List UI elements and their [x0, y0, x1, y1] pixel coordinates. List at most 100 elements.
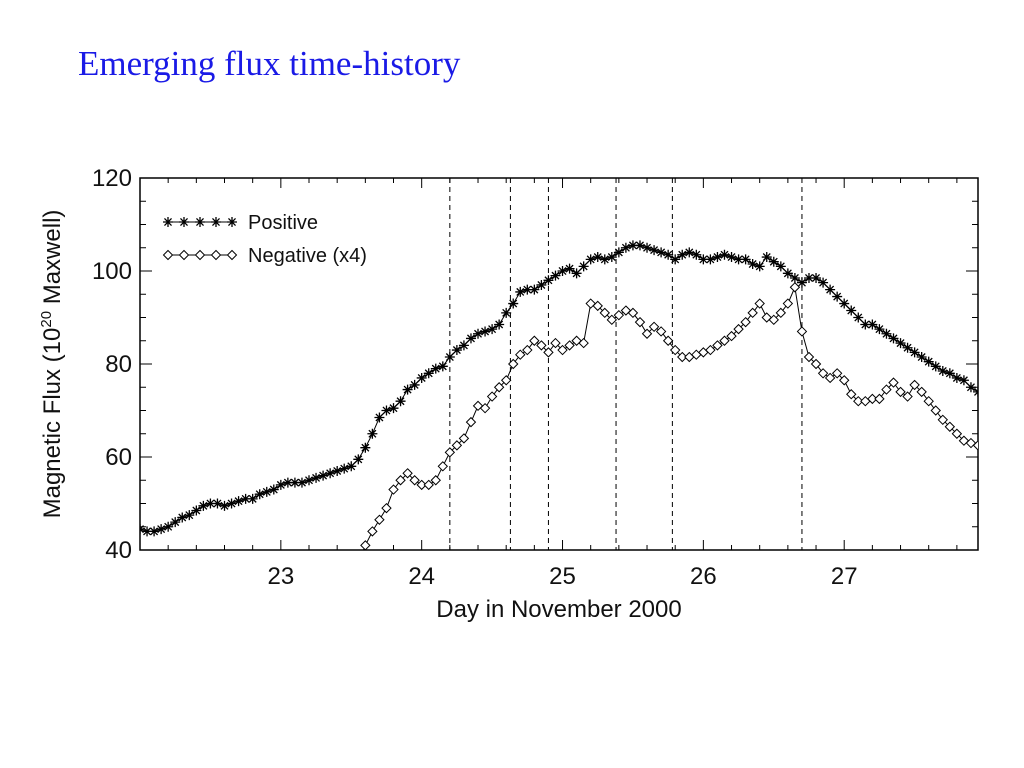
data-point: [733, 254, 744, 265]
data-point: [592, 252, 603, 263]
data-point: [156, 524, 167, 535]
data-point: [663, 249, 674, 260]
data-point: [740, 254, 751, 265]
data-point: [500, 375, 512, 386]
data-point: [184, 510, 195, 521]
data-point: [642, 242, 653, 253]
data-point: [388, 484, 399, 495]
data-point: [930, 405, 941, 416]
data-point: [557, 266, 568, 276]
legend-marker: [195, 217, 205, 227]
data-point: [972, 440, 978, 451]
legend-label: Negative (x4): [248, 245, 367, 267]
x-tick-label: 25: [549, 563, 576, 590]
data-point: [923, 395, 934, 407]
data-point: [860, 319, 871, 330]
data-point: [409, 475, 420, 486]
series-positive: [140, 240, 978, 537]
data-point: [761, 252, 772, 263]
data-point: [627, 307, 639, 319]
data-point: [444, 447, 456, 458]
data-point: [205, 498, 216, 509]
data-point: [902, 342, 913, 353]
data-point: [508, 358, 519, 370]
x-axis-label: Day in November 2000: [436, 596, 681, 623]
data-point: [550, 337, 561, 349]
data-point: [402, 384, 413, 395]
y-axis-label-main: Magnetic Flux (10: [39, 328, 66, 519]
data-point: [733, 323, 744, 335]
data-point: [177, 512, 188, 523]
data-point: [585, 254, 596, 265]
data-point: [768, 314, 779, 326]
data-point: [395, 396, 406, 407]
y-tick-label: 120: [92, 165, 132, 192]
data-point: [487, 324, 498, 335]
data-point: [853, 395, 864, 407]
data-point: [817, 368, 829, 379]
data-point: [768, 256, 779, 267]
data-point: [937, 414, 948, 426]
data-point: [494, 319, 505, 330]
data-point: [930, 361, 941, 372]
event-lines: [449, 178, 803, 550]
data-point: [367, 526, 378, 537]
data-point: [240, 493, 251, 504]
data-point: [416, 372, 427, 383]
data-point: [620, 242, 631, 253]
tick-labels: 23 24 25 26 27 40 60 80 100 120: [92, 165, 858, 590]
data-point: [789, 282, 801, 293]
legend-marker: [179, 217, 189, 227]
data-point: [698, 254, 709, 265]
data-point: [923, 356, 934, 367]
data-point: [881, 328, 892, 339]
data-point: [958, 435, 970, 446]
data-point: [430, 475, 441, 486]
data-point: [219, 500, 230, 511]
x-tick-label: 23: [267, 563, 294, 590]
data-point: [479, 402, 491, 414]
data-point: [951, 372, 962, 383]
data-point: [149, 526, 160, 537]
legend-marker: [211, 217, 221, 227]
data-point: [465, 333, 476, 344]
series-negative: [354, 282, 978, 568]
data-point: [916, 386, 927, 398]
data-point: [493, 382, 505, 393]
data-point: [712, 340, 723, 351]
legend-marker: [227, 217, 237, 227]
data-point: [191, 505, 202, 516]
y-tick-label: 80: [105, 351, 132, 378]
data-point: [261, 486, 272, 497]
data-point: [275, 479, 286, 490]
data-point: [318, 470, 329, 481]
data-point: [388, 403, 399, 414]
legend-marker: [162, 249, 174, 261]
legend-item: Negative (x4): [162, 245, 367, 267]
data-point: [592, 300, 603, 312]
data-point: [451, 440, 463, 451]
data-point: [902, 391, 913, 402]
data-point: [846, 305, 857, 316]
data-point: [163, 521, 174, 532]
data-point: [888, 377, 899, 388]
data-point: [726, 252, 737, 263]
data-point: [634, 240, 645, 251]
legend-label: Positive: [248, 212, 318, 234]
data-point: [529, 335, 540, 346]
data-point: [669, 344, 681, 356]
data-point: [311, 472, 322, 483]
data-point: [944, 421, 956, 432]
data-point: [656, 247, 667, 258]
data-point: [480, 326, 491, 337]
data-point: [402, 468, 413, 479]
data-point: [810, 358, 822, 370]
data-point: [818, 277, 829, 288]
data-point: [662, 335, 674, 346]
data-point: [282, 477, 293, 488]
data-point: [839, 298, 850, 309]
data-point: [747, 259, 758, 270]
series-layer: [140, 240, 978, 568]
data-point: [909, 347, 920, 358]
data-point: [354, 559, 363, 568]
